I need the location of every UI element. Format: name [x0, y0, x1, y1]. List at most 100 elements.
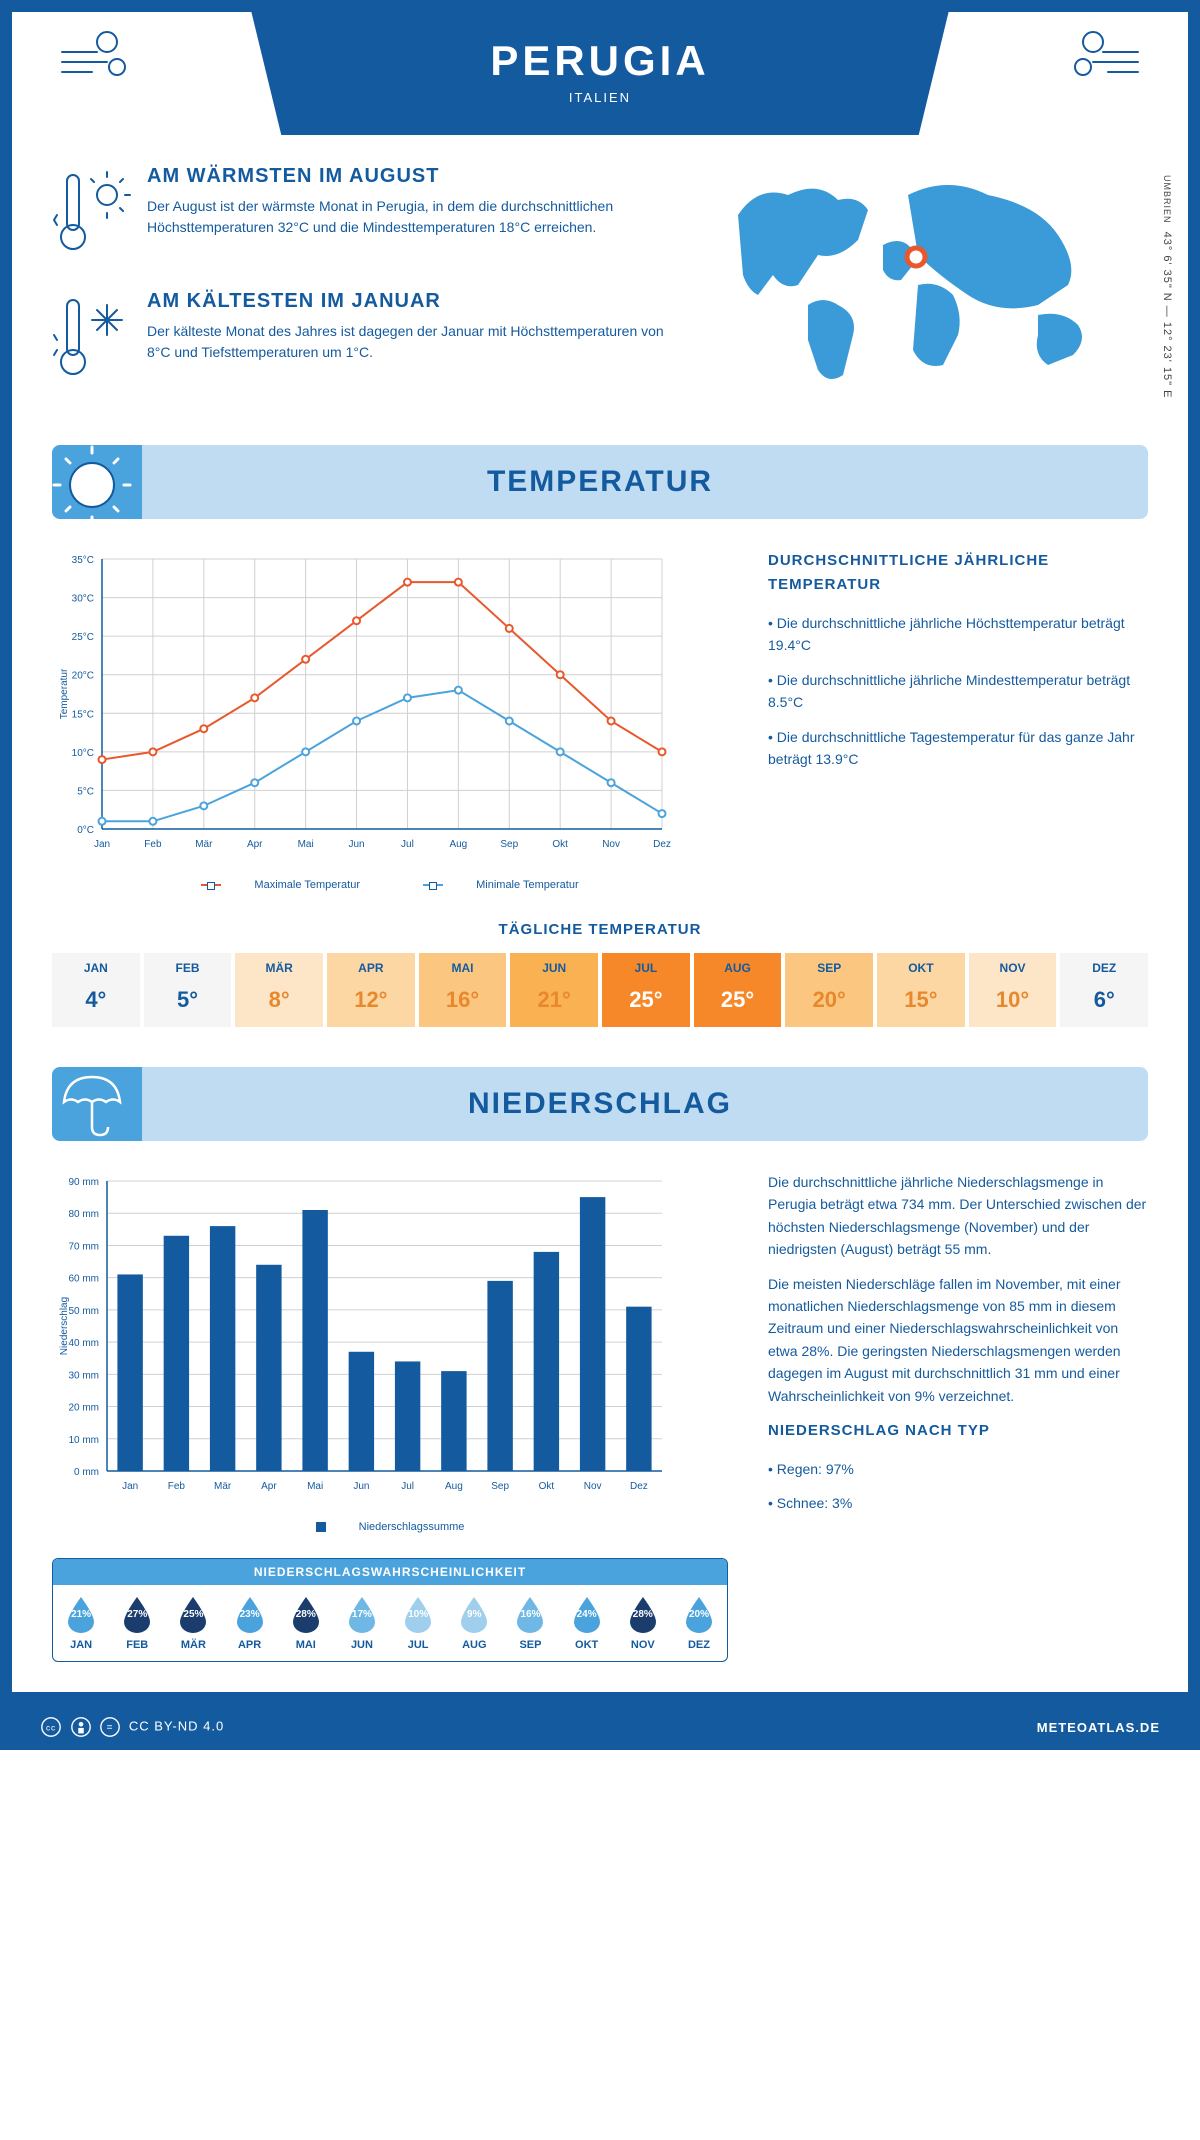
svg-text:Aug: Aug: [449, 839, 467, 850]
svg-text:10 mm: 10 mm: [68, 1435, 99, 1446]
precipitation-banner: NIEDERSCHLAG: [52, 1067, 1148, 1141]
svg-text:Mai: Mai: [307, 1481, 323, 1492]
svg-text:Nov: Nov: [602, 839, 620, 850]
svg-text:Jan: Jan: [94, 839, 110, 850]
coordinates: UMBRIEN 43° 6' 35" N — 12° 23' 15" E: [1161, 175, 1173, 398]
daily-temp-cell: APR12°: [327, 953, 415, 1027]
daily-temp-cell: NOV10°: [969, 953, 1057, 1027]
svg-text:15°C: 15°C: [72, 709, 94, 720]
svg-text:0°C: 0°C: [77, 825, 94, 836]
svg-text:Feb: Feb: [144, 839, 162, 850]
svg-text:Mai: Mai: [298, 839, 314, 850]
precipitation-bar-chart: 0 mm10 mm20 mm30 mm40 mm50 mm60 mm70 mm8…: [52, 1171, 672, 1511]
temp-chart-legend: Maximale Temperatur Minimale Temperatur: [52, 879, 728, 891]
precipitation-probability-box: NIEDERSCHLAGSWAHRSCHEINLICHKEIT 21%JAN27…: [52, 1558, 728, 1662]
daily-temp-cell: JUN21°: [510, 953, 598, 1027]
coldest-block: AM KÄLTESTEN IM JANUAR Der kälteste Mona…: [52, 290, 668, 390]
precip-prob-cell: 10%JUL: [390, 1585, 446, 1661]
svg-text:5°C: 5°C: [77, 786, 94, 797]
temp-fact-item: Die durchschnittliche Tagestemperatur fü…: [768, 726, 1148, 771]
svg-text:Jun: Jun: [353, 1481, 369, 1492]
daily-temp-cell: SEP20°: [785, 953, 873, 1027]
svg-text:30°C: 30°C: [72, 594, 94, 605]
precip-type-item: Regen: 97%: [768, 1458, 1148, 1480]
precip-prob-cell: 25%MÄR: [165, 1585, 221, 1661]
precip-prob-cell: 24%OKT: [559, 1585, 615, 1661]
svg-text:Okt: Okt: [552, 839, 568, 850]
wind-icon-left: [52, 12, 142, 102]
coldest-text: Der kälteste Monat des Jahres ist dagege…: [147, 321, 668, 363]
svg-text:Jul: Jul: [401, 839, 414, 850]
site-name: METEOATLAS.DE: [1037, 1720, 1160, 1735]
license-label: cc = CC BY-ND 4.0: [40, 1716, 224, 1738]
svg-text:cc: cc: [46, 1724, 56, 1733]
svg-text:Feb: Feb: [168, 1481, 186, 1492]
svg-text:90 mm: 90 mm: [68, 1177, 99, 1188]
daily-temp-cell: JAN4°: [52, 953, 140, 1027]
svg-text:20 mm: 20 mm: [68, 1403, 99, 1414]
svg-text:Mär: Mär: [214, 1481, 232, 1492]
daily-temp-cell: FEB5°: [144, 953, 232, 1027]
svg-text:60 mm: 60 mm: [68, 1274, 99, 1285]
thermometer-snow-icon: [52, 290, 132, 390]
svg-text:Mär: Mär: [195, 839, 213, 850]
svg-text:Jan: Jan: [122, 1481, 138, 1492]
daily-temp-cell: AUG25°: [694, 953, 782, 1027]
svg-text:25°C: 25°C: [72, 632, 94, 643]
svg-text:Nov: Nov: [584, 1481, 602, 1492]
svg-text:10°C: 10°C: [72, 748, 94, 759]
precip-prob-cell: 16%SEP: [502, 1585, 558, 1661]
footer: cc = CC BY-ND 4.0 METEOATLAS.DE: [0, 1704, 1200, 1750]
precip-prob-cell: 20%DEZ: [671, 1585, 727, 1661]
temperature-line-chart: 0°C 5°C 10°C 15°C 20°C 25°C 30°C 35°C Jan Feb Mär A…: [52, 549, 672, 869]
svg-text:35°C: 35°C: [72, 555, 94, 566]
sun-icon: [52, 445, 142, 519]
temp-side-text: DURCHSCHNITTLICHE JÄHRLICHE TEMPERATUR D…: [768, 549, 1148, 891]
svg-text:Okt: Okt: [539, 1481, 555, 1492]
svg-text:0 mm: 0 mm: [74, 1467, 99, 1478]
warmest-text: Der August ist der wärmste Monat in Peru…: [147, 196, 668, 238]
daily-temp-title: TÄGLICHE TEMPERATUR: [52, 921, 1148, 938]
precip-prob-cell: 17%JUN: [334, 1585, 390, 1661]
daily-temp-cell: MÄR8°: [235, 953, 323, 1027]
svg-text:Sep: Sep: [491, 1481, 509, 1492]
country-subtitle: ITALIEN: [102, 90, 1098, 105]
thermometer-sun-icon: [52, 165, 132, 265]
svg-text:Jul: Jul: [401, 1481, 414, 1492]
header-banner: PERUGIA ITALIEN: [102, 12, 1098, 135]
svg-text:Apr: Apr: [261, 1481, 277, 1492]
warmest-title: AM WÄRMSTEN IM AUGUST: [147, 165, 668, 188]
svg-text:=: =: [107, 1723, 114, 1734]
precip-prob-cell: 23%APR: [222, 1585, 278, 1661]
svg-text:Jun: Jun: [348, 839, 364, 850]
wind-icon-right: [1058, 12, 1148, 102]
daily-temp-cell: MAI16°: [419, 953, 507, 1027]
svg-text:70 mm: 70 mm: [68, 1241, 99, 1252]
coldest-title: AM KÄLTESTEN IM JANUAR: [147, 290, 668, 313]
temp-fact-item: Die durchschnittliche jährliche Höchstte…: [768, 612, 1148, 657]
daily-temp-grid: JAN4°FEB5°MÄR8°APR12°MAI16°JUN21°JUL25°A…: [52, 953, 1148, 1027]
svg-text:Dez: Dez: [630, 1481, 648, 1492]
precip-prob-cell: 27%FEB: [109, 1585, 165, 1661]
svg-text:Niederschlag: Niederschlag: [59, 1297, 70, 1355]
svg-text:Dez: Dez: [653, 839, 671, 850]
city-title: PERUGIA: [102, 37, 1098, 85]
svg-text:Temperatur: Temperatur: [59, 668, 70, 719]
svg-text:Aug: Aug: [445, 1481, 463, 1492]
umbrella-icon: [52, 1067, 142, 1141]
temp-section-title: TEMPERATUR: [52, 465, 1148, 499]
svg-text:80 mm: 80 mm: [68, 1209, 99, 1220]
precip-prob-cell: 28%MAI: [278, 1585, 334, 1661]
temperature-banner: TEMPERATUR: [52, 445, 1148, 519]
svg-text:40 mm: 40 mm: [68, 1338, 99, 1349]
warmest-block: AM WÄRMSTEN IM AUGUST Der August ist der…: [52, 165, 668, 265]
svg-text:50 mm: 50 mm: [68, 1306, 99, 1317]
daily-temp-cell: JUL25°: [602, 953, 690, 1027]
svg-text:Apr: Apr: [247, 839, 263, 850]
svg-text:20°C: 20°C: [72, 671, 94, 682]
precip-type-item: Schnee: 3%: [768, 1492, 1148, 1514]
world-map: UMBRIEN 43° 6' 35" N — 12° 23' 15" E: [708, 165, 1148, 415]
precip-side-text: Die durchschnittliche jährliche Niedersc…: [768, 1171, 1148, 1662]
precip-prob-cell: 9%AUG: [446, 1585, 502, 1661]
precip-section-title: NIEDERSCHLAG: [52, 1087, 1148, 1121]
